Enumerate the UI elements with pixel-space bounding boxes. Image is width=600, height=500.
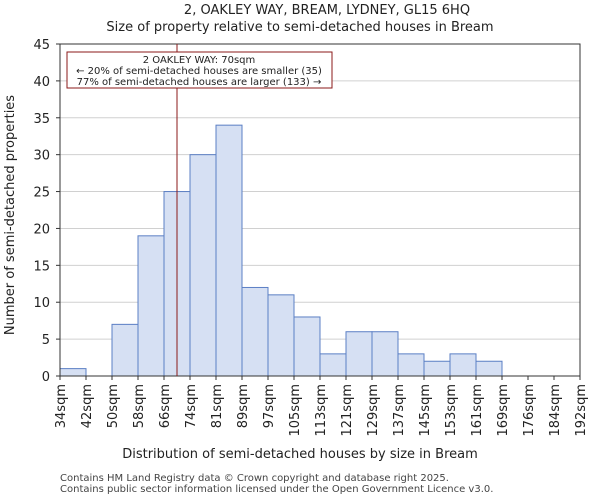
annotation-line-2: ← 20% of semi-detached houses are smalle… bbox=[76, 66, 322, 77]
x-tick-label-42sqm: 42sqm bbox=[80, 384, 95, 428]
plot-frame bbox=[59, 43, 581, 377]
y-tick-label-2: 10 bbox=[33, 296, 50, 311]
chart-subtitle: Size of property relative to semi-detach… bbox=[106, 20, 493, 35]
bar-161sqm bbox=[475, 360, 503, 377]
x-tick-label-105sqm: 105sqm bbox=[288, 384, 303, 437]
bar-74sqm bbox=[189, 154, 217, 377]
bar-137sqm bbox=[397, 353, 425, 377]
x-tick-label-81sqm: 81sqm bbox=[210, 384, 225, 428]
x-tick-label-192sqm: 192sqm bbox=[574, 384, 589, 437]
bar-121sqm bbox=[345, 331, 373, 377]
x-tick-label-89sqm: 89sqm bbox=[236, 384, 251, 428]
x-tick-label-50sqm: 50sqm bbox=[106, 384, 121, 428]
x-tick-label-145sqm: 145sqm bbox=[418, 384, 433, 437]
y-axis-ticks: 0 5 10 15 20 25 30 35 40 45 bbox=[33, 38, 60, 385]
bar-129sqm bbox=[371, 331, 399, 377]
bar-34sqm bbox=[59, 368, 87, 377]
annotation-box bbox=[66, 51, 333, 89]
x-tick-label-34sqm: 34sqm bbox=[54, 384, 69, 428]
bar-97sqm bbox=[267, 294, 295, 377]
bar-58sqm bbox=[137, 235, 165, 377]
x-tick-label-153sqm: 153sqm bbox=[444, 384, 459, 437]
bar-89sqm bbox=[241, 286, 269, 377]
x-tick-label-137sqm: 137sqm bbox=[392, 384, 407, 437]
bar-105sqm bbox=[293, 316, 321, 377]
bar-113sqm bbox=[319, 353, 347, 377]
annotation-line-3: 77% of semi-detached houses are larger (… bbox=[77, 77, 322, 88]
chart-title: 2, OAKLEY WAY, BREAM, LYDNEY, GL15 6HQ bbox=[184, 3, 470, 18]
y-tick-label-6: 30 bbox=[33, 149, 50, 164]
x-tick-label-184sqm: 184sqm bbox=[548, 384, 563, 437]
y-tick-label-9: 45 bbox=[33, 38, 50, 53]
x-tick-label-113sqm: 113sqm bbox=[314, 384, 329, 437]
footer-line-1: Contains HM Land Registry data © Crown c… bbox=[60, 473, 449, 484]
footer-line-2: Contains public sector information licen… bbox=[60, 484, 494, 495]
annotation-line-1: 2 OAKLEY WAY: 70sqm bbox=[143, 55, 256, 66]
x-tick-label-58sqm: 58sqm bbox=[132, 384, 147, 428]
x-tick-label-161sqm: 161sqm bbox=[470, 384, 485, 437]
y-tick-label-3: 15 bbox=[33, 259, 50, 274]
bar-145sqm bbox=[423, 360, 451, 377]
x-tick-label-66sqm: 66sqm bbox=[158, 384, 173, 428]
y-tick-label-4: 20 bbox=[33, 222, 50, 237]
x-tick-label-121sqm: 121sqm bbox=[340, 384, 355, 437]
y-tick-label-5: 25 bbox=[33, 186, 50, 201]
x-axis-ticks: 34sqm 42sqm 50sqm 58sqm 66sqm 74sqm 81sqm 89sqm… bbox=[54, 376, 589, 437]
x-axis-label: Distribution of semi-detached houses by … bbox=[122, 447, 478, 462]
bars bbox=[59, 124, 503, 377]
x-tick-label-74sqm: 74sqm bbox=[184, 384, 199, 428]
bar-81sqm bbox=[215, 124, 243, 377]
x-tick-label-169sqm: 169sqm bbox=[496, 384, 511, 437]
y-tick-label-8: 40 bbox=[33, 75, 50, 90]
x-tick-label-176sqm: 176sqm bbox=[522, 384, 537, 437]
y-tick-label-1: 5 bbox=[42, 333, 50, 348]
y-tick-label-7: 35 bbox=[33, 112, 50, 127]
x-tick-label-129sqm: 129sqm bbox=[366, 384, 381, 437]
y-tick-label-0: 0 bbox=[42, 370, 50, 385]
y-axis-label: Number of semi-detached properties bbox=[3, 95, 18, 335]
x-tick-label-97sqm: 97sqm bbox=[262, 384, 277, 428]
bar-153sqm bbox=[449, 353, 477, 377]
bar-50sqm bbox=[111, 323, 139, 377]
